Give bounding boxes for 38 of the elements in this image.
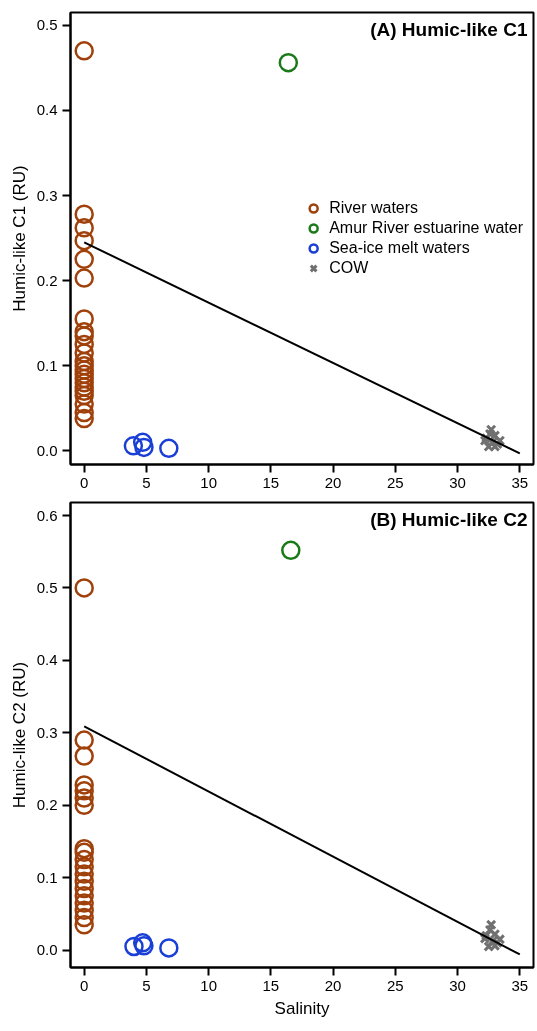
y-tick-label: 0.5 (36, 16, 58, 34)
x-tick-label: 10 (200, 473, 217, 491)
x-tick-label: 5 (142, 473, 151, 491)
x-tick-label: 25 (387, 473, 404, 491)
y-axis-title: Humic-like C2 (RU) (9, 661, 29, 809)
y-tick-label: 0.5 (36, 578, 58, 596)
legend-label: River waters (329, 199, 419, 217)
y-tick-label: 0.0 (36, 441, 58, 459)
x-tick-label: 20 (324, 976, 342, 994)
x-tick-label: 10 (200, 976, 217, 994)
x-tick-label: 0 (80, 473, 89, 491)
x-tick-label: 35 (511, 976, 529, 994)
y-tick-label: 0.3 (36, 723, 58, 741)
x-tick-label: 30 (449, 473, 466, 491)
y-axis-title: Humic-like C1 (RU) (9, 165, 29, 312)
x-tick-label: 15 (262, 473, 280, 491)
x-tick-label: 20 (324, 473, 342, 491)
y-tick-label: 0.1 (36, 868, 58, 886)
y-tick-label: 0.4 (36, 101, 58, 119)
legend-label: Sea-ice melt waters (329, 239, 470, 257)
legend-label: COW (329, 259, 369, 277)
x-tick-label: 5 (142, 976, 151, 994)
x-tick-label: 15 (262, 976, 280, 994)
chart-title: (A) Humic-like C1 (370, 18, 528, 40)
y-tick-label: 0.2 (36, 271, 58, 289)
y-tick-label: 0.6 (36, 506, 58, 524)
y-tick-label: 0.1 (36, 356, 58, 374)
y-tick-label: 0.0 (36, 941, 58, 959)
x-tick-label: 0 (80, 976, 89, 994)
y-tick-label: 0.3 (36, 186, 58, 204)
y-tick-label: 0.4 (36, 651, 58, 669)
x-axis-title: Salinity (274, 998, 330, 1018)
x-tick-label: 25 (387, 976, 404, 994)
legend-label: Amur River estuarine water (329, 219, 523, 237)
y-tick-label: 0.2 (36, 796, 58, 814)
x-tick-label: 35 (511, 473, 529, 491)
chart-title: (B) Humic-like C2 (370, 508, 528, 530)
x-tick-label: 30 (449, 976, 466, 994)
